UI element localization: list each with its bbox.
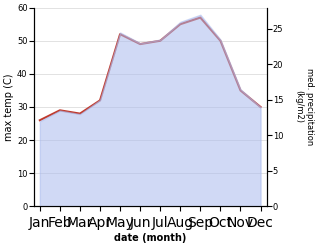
Y-axis label: max temp (C): max temp (C) <box>4 73 14 141</box>
Y-axis label: med. precipitation
(kg/m2): med. precipitation (kg/m2) <box>294 68 314 146</box>
X-axis label: date (month): date (month) <box>114 233 186 243</box>
